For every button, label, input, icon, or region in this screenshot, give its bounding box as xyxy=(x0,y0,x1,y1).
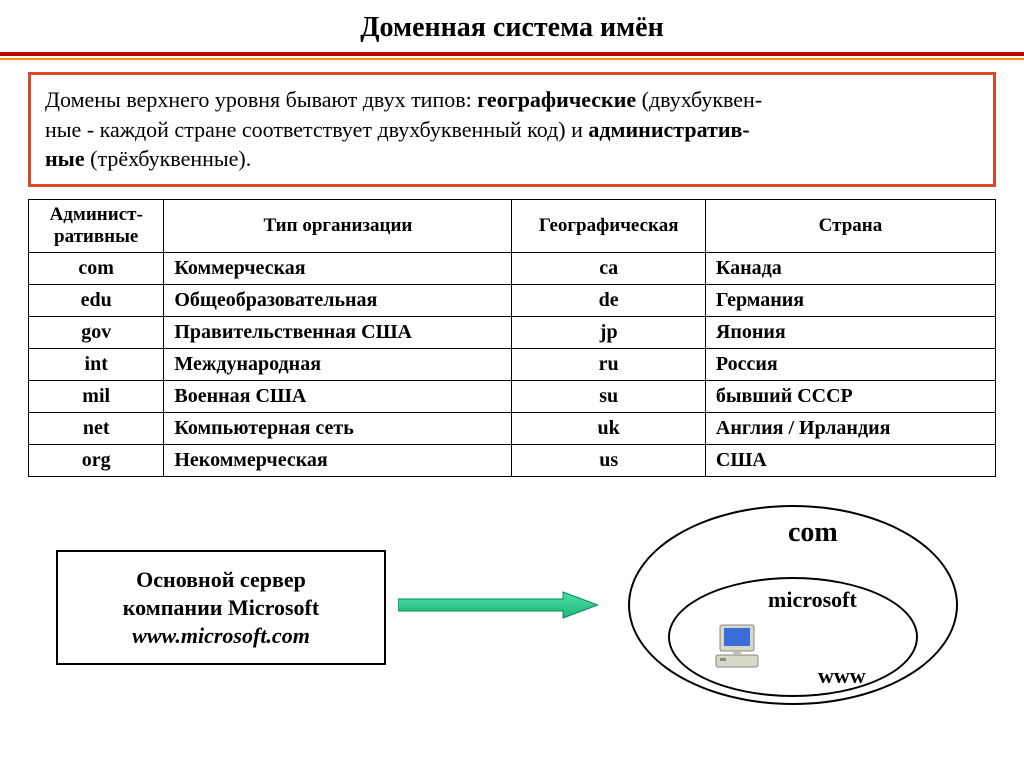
header-admin: Админист- ративные xyxy=(29,200,164,253)
cell-geo: ru xyxy=(512,348,705,380)
cell-type: Коммерческая xyxy=(164,252,512,284)
header-country: Страна xyxy=(705,200,995,253)
cell-admin: int xyxy=(29,348,164,380)
divider-red xyxy=(0,52,1024,56)
cell-geo: uk xyxy=(512,412,705,444)
cell-type: Общеобразовательная xyxy=(164,284,512,316)
server-box-line1: Основной сервер xyxy=(76,566,366,595)
cell-geo: ca xyxy=(512,252,705,284)
www-label: www xyxy=(818,663,866,689)
table-row: eduОбщеобразовательнаяdeГермания xyxy=(29,284,996,316)
cell-admin: org xyxy=(29,444,164,476)
table-row: orgНекоммерческаяusСША xyxy=(29,444,996,476)
cell-country: бывший СССР xyxy=(705,380,995,412)
divider-orange xyxy=(0,58,1024,60)
intro-bold1: географические xyxy=(477,87,636,112)
cell-type: Правительственная США xyxy=(164,316,512,348)
cell-country: Япония xyxy=(705,316,995,348)
intro-pre3: ные xyxy=(45,146,85,171)
intro-post3: (трёхбуквенные). xyxy=(85,146,252,171)
server-box-line3: www.microsoft.com xyxy=(76,623,366,649)
cell-admin: gov xyxy=(29,316,164,348)
arrow-icon xyxy=(398,590,598,620)
intro-text: Домены верхнего уровня бывают двух типов… xyxy=(45,85,979,174)
diagram-area: Основной сервер компании Microsoft www.m… xyxy=(28,505,996,725)
cell-admin: mil xyxy=(29,380,164,412)
cell-admin: com xyxy=(29,252,164,284)
cell-geo: su xyxy=(512,380,705,412)
cell-country: Англия / Ирландия xyxy=(705,412,995,444)
cell-type: Военная США xyxy=(164,380,512,412)
cell-type: Некоммерческая xyxy=(164,444,512,476)
computer-icon xyxy=(714,623,760,669)
cell-geo: us xyxy=(512,444,705,476)
microsoft-label: microsoft xyxy=(768,587,857,613)
intro-box: Домены верхнего уровня бывают двух типов… xyxy=(28,72,996,187)
intro-bold2: административ- xyxy=(588,117,749,142)
cell-country: Россия xyxy=(705,348,995,380)
cell-type: Компьютерная сеть xyxy=(164,412,512,444)
server-box: Основной сервер компании Microsoft www.m… xyxy=(56,550,386,665)
cell-country: Канада xyxy=(705,252,995,284)
table-row: milВоенная СШАsuбывший СССР xyxy=(29,380,996,412)
server-box-line2: компании Microsoft xyxy=(76,594,366,623)
table-row: intМеждународнаяruРоссия xyxy=(29,348,996,380)
cell-geo: jp xyxy=(512,316,705,348)
cell-admin: net xyxy=(29,412,164,444)
table-row: netКомпьютерная сетьukАнглия / Ирландия xyxy=(29,412,996,444)
cell-type: Международная xyxy=(164,348,512,380)
table-header-row: Админист- ративные Тип организации Геогр… xyxy=(29,200,996,253)
cell-geo: de xyxy=(512,284,705,316)
table-row: comКоммерческаяcaКанада xyxy=(29,252,996,284)
header-type: Тип организации xyxy=(164,200,512,253)
table-row: govПравительственная СШАjpЯпония xyxy=(29,316,996,348)
page-title: Доменная система имён xyxy=(0,0,1024,52)
cell-country: США xyxy=(705,444,995,476)
domain-table: Админист- ративные Тип организации Геогр… xyxy=(28,199,996,477)
intro-pre1: Домены верхнего уровня бывают двух типов… xyxy=(45,87,477,112)
intro-pre2: ные - каждой стране соответствует двухбу… xyxy=(45,117,588,142)
com-label: com xyxy=(788,517,838,549)
header-geo: Географическая xyxy=(512,200,705,253)
cell-country: Германия xyxy=(705,284,995,316)
cell-admin: edu xyxy=(29,284,164,316)
intro-post1: (двухбуквен- xyxy=(636,87,762,112)
